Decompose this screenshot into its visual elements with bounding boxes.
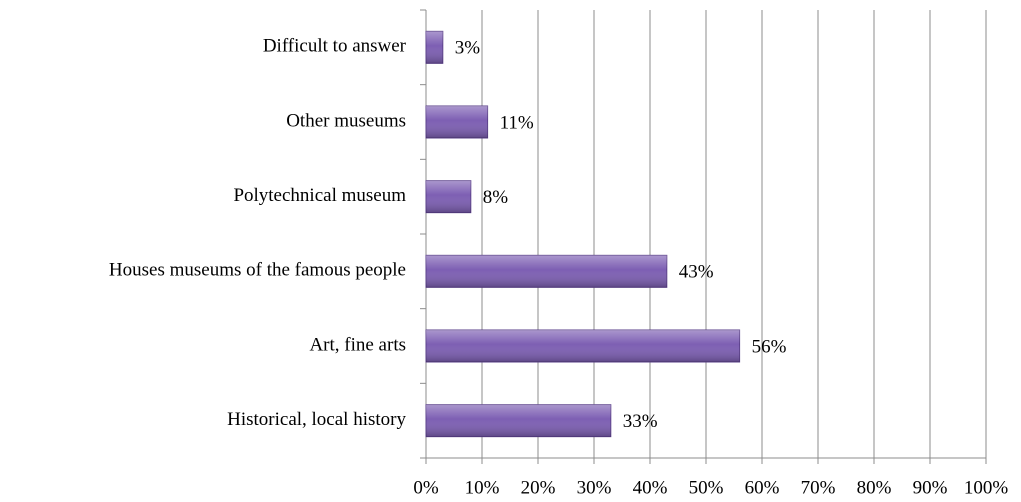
bar-shade: [426, 31, 443, 64]
data-label: 11%: [500, 112, 534, 133]
y-tick-label: Difficult to answer: [263, 36, 407, 57]
y-tick-label: Art, fine arts: [309, 334, 406, 355]
x-tick-label: 80%: [857, 477, 892, 498]
x-tick-label: 60%: [745, 477, 780, 498]
bar-shade: [426, 404, 611, 437]
y-tick-label: Historical, local history: [227, 409, 406, 430]
bar-shade: [426, 255, 667, 288]
x-tick-label: 70%: [801, 477, 836, 498]
bar-shade: [426, 330, 740, 362]
x-tick-label: 50%: [689, 477, 724, 498]
x-tick-label: 40%: [633, 477, 668, 498]
x-tick-label: 30%: [577, 477, 612, 498]
y-tick-label: Polytechnical museum: [233, 185, 406, 206]
x-tick-label: 10%: [465, 477, 500, 498]
x-tick-label: 90%: [913, 477, 948, 498]
data-label: 8%: [483, 187, 509, 208]
data-label: 33%: [623, 411, 658, 432]
x-tick-label: 0%: [413, 477, 439, 498]
bar-shade: [426, 180, 471, 213]
x-tick-label: 100%: [964, 477, 1009, 498]
y-tick-label: Houses museums of the famous people: [109, 260, 406, 281]
data-label: 43%: [679, 262, 714, 283]
x-tick-label: 20%: [521, 477, 556, 498]
data-label: 56%: [752, 336, 787, 357]
data-label: 3%: [455, 38, 481, 59]
y-tick-label: Other museums: [286, 110, 406, 131]
bar-shade: [426, 106, 488, 138]
